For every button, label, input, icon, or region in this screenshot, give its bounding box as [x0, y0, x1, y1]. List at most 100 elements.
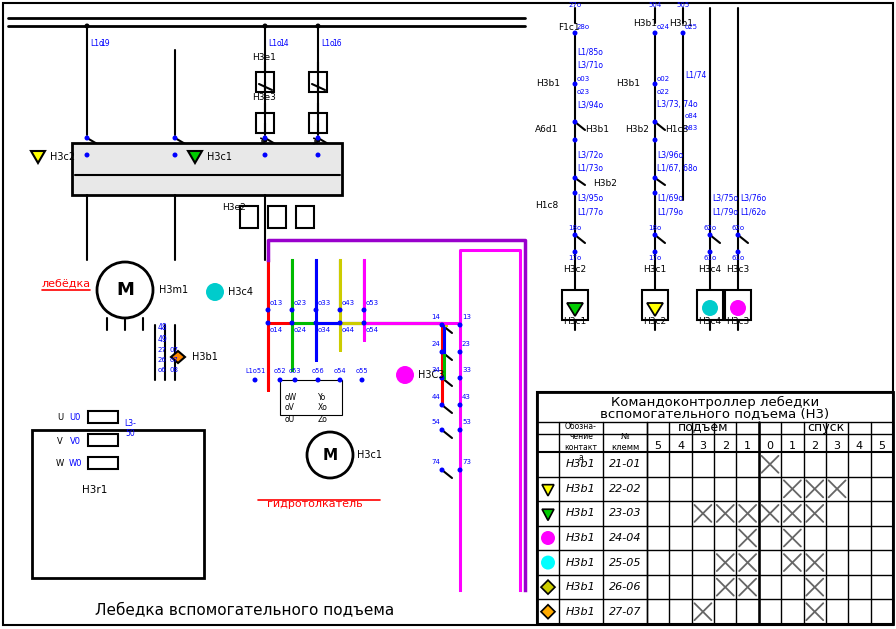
Bar	[256, 113, 274, 133]
Text: Н3С3: Н3С3	[418, 370, 444, 380]
Bar	[296, 206, 314, 228]
Text: 27o: 27o	[568, 2, 582, 8]
Circle shape	[730, 300, 746, 316]
Text: 53: 53	[462, 419, 471, 425]
Text: 14: 14	[279, 38, 289, 48]
Circle shape	[278, 377, 282, 382]
Circle shape	[708, 233, 712, 238]
Circle shape	[440, 403, 444, 408]
Bar	[537, 392, 893, 624]
Text: 61o: 61o	[731, 255, 745, 261]
Text: o55: o55	[356, 368, 368, 374]
Circle shape	[314, 321, 318, 325]
Text: Н3b1: Н3b1	[566, 459, 596, 469]
Text: 504: 504	[649, 2, 661, 8]
Text: M: M	[116, 281, 134, 299]
Text: Н3с2: Н3с2	[643, 318, 667, 326]
Text: Н3с3: Н3с3	[727, 318, 750, 326]
Text: №
клемм: № клемм	[611, 432, 639, 452]
Circle shape	[440, 350, 444, 355]
Text: 1: 1	[745, 441, 751, 451]
Text: Н3b1: Н3b1	[566, 582, 596, 592]
Text: L1o: L1o	[268, 38, 281, 48]
Circle shape	[652, 138, 658, 143]
Text: o23: o23	[294, 300, 307, 306]
Text: H3e2: H3e2	[222, 203, 246, 211]
Text: o53: o53	[289, 368, 301, 374]
Circle shape	[736, 250, 740, 255]
Text: M: M	[323, 447, 338, 462]
Text: 14: 14	[431, 314, 440, 320]
Text: 73: 73	[462, 459, 471, 465]
Text: 17o: 17o	[649, 255, 661, 261]
Text: o54: o54	[366, 327, 379, 333]
Circle shape	[292, 377, 297, 382]
Text: 17o: 17o	[568, 255, 582, 261]
Text: L1/85o: L1/85o	[577, 48, 603, 57]
Circle shape	[289, 321, 295, 325]
Text: 21-01: 21-01	[608, 459, 642, 469]
Circle shape	[458, 467, 462, 472]
Text: 27: 27	[158, 347, 167, 353]
Circle shape	[573, 30, 578, 35]
Text: U: U	[57, 413, 63, 423]
Text: 4: 4	[677, 441, 685, 451]
Text: 5: 5	[655, 441, 661, 451]
Circle shape	[289, 308, 295, 313]
Text: L1/73o: L1/73o	[577, 164, 603, 172]
Text: o14: o14	[270, 327, 283, 333]
Text: H3c1: H3c1	[643, 265, 667, 274]
Bar	[32, 430, 204, 578]
Text: V: V	[57, 437, 63, 445]
Polygon shape	[171, 351, 185, 363]
Text: o56: o56	[312, 368, 324, 374]
Text: H3c3: H3c3	[727, 265, 750, 274]
Text: L3-: L3-	[124, 418, 136, 428]
Text: Н3b1: Н3b1	[566, 484, 596, 494]
Text: L1/79o: L1/79o	[657, 208, 683, 216]
Text: 26-06: 26-06	[608, 582, 642, 592]
Text: L3/96o: L3/96o	[657, 150, 683, 160]
Text: oV: oV	[285, 403, 295, 413]
Text: Н3с4: Н3с4	[699, 318, 721, 326]
Text: Н3с2: Н3с2	[50, 152, 75, 162]
Text: Лебедка вспомогательного подъема: Лебедка вспомогательного подъема	[95, 603, 394, 618]
Text: o02: o02	[657, 76, 670, 82]
Text: 49: 49	[157, 335, 167, 345]
Text: H3c4: H3c4	[699, 265, 721, 274]
Circle shape	[652, 82, 658, 87]
Text: 13: 13	[462, 314, 471, 320]
Bar	[88, 411, 118, 423]
Text: H3b2: H3b2	[593, 179, 617, 187]
Text: Обозна-
чение
контакт
а: Обозна- чение контакт а	[564, 422, 598, 462]
Text: o13: o13	[270, 300, 283, 306]
Circle shape	[361, 308, 366, 313]
Circle shape	[573, 82, 578, 87]
Text: 74: 74	[431, 459, 440, 465]
Text: 25-05: 25-05	[608, 557, 642, 567]
Circle shape	[652, 120, 658, 125]
Text: oW: oW	[285, 392, 297, 401]
Text: H3b1: H3b1	[616, 79, 640, 89]
Circle shape	[84, 135, 90, 140]
Text: o43: o43	[342, 300, 355, 306]
Polygon shape	[542, 509, 554, 520]
Circle shape	[265, 321, 271, 325]
Text: 43: 43	[462, 394, 471, 400]
Text: 16: 16	[332, 38, 341, 48]
Text: лебёдка: лебёдка	[42, 279, 91, 289]
Circle shape	[652, 191, 658, 196]
Bar	[280, 380, 342, 415]
Circle shape	[708, 250, 712, 255]
Text: o24: o24	[294, 327, 307, 333]
Circle shape	[315, 23, 321, 28]
Bar	[72, 143, 342, 195]
Circle shape	[314, 308, 318, 313]
Text: 27-07: 27-07	[608, 607, 642, 616]
Text: L3/95o: L3/95o	[577, 194, 603, 203]
Circle shape	[702, 300, 718, 316]
Circle shape	[440, 467, 444, 472]
Text: o44: o44	[342, 327, 355, 333]
Text: L1/62o: L1/62o	[740, 208, 766, 216]
Text: 23-03: 23-03	[608, 508, 642, 518]
